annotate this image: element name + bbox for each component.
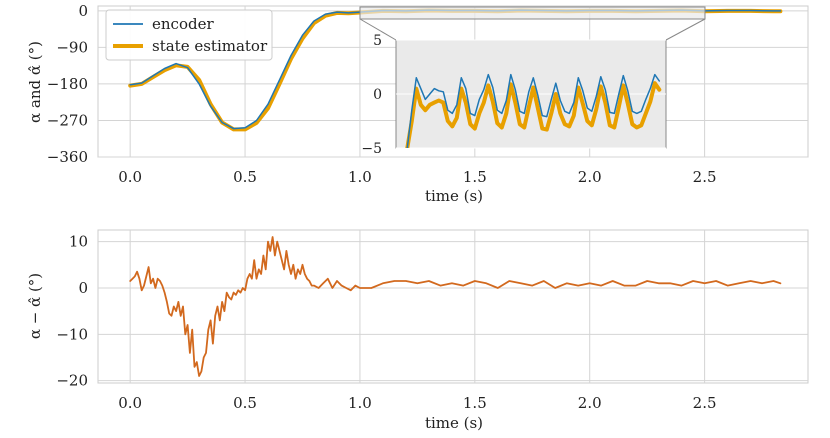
bottom-ticks: 0.0 0.5 1.0 1.5 2.0 2.5 10 0 −10 −20 [56,233,716,412]
top-ytick-label: 0 [78,2,88,20]
bottom-ytick-label: −10 [56,325,88,343]
inset-series-line [405,81,662,148]
bottom-panel: 0.0 0.5 1.0 1.5 2.0 2.5 10 0 −10 −20 time (s) α −… [26,229,809,432]
bottom-ytick-label: −20 [56,372,88,390]
bottom-xtick-label: 0.0 [118,394,142,412]
top-xtick-label: 2.5 [693,168,717,186]
top-xtick-label: 0.0 [118,168,142,186]
inset-connector-right [665,18,706,41]
top-xtick-label: 1.5 [463,168,487,186]
bottom-xtick-label: 2.0 [578,394,602,412]
top-ytick-label: −90 [56,38,88,56]
bottom-grid [98,230,808,383]
bottom-plot-frame [97,229,809,384]
top-xlabel: time (s) [425,187,483,205]
top-xtick-label: 0.5 [233,168,257,186]
inset-ytick-label: 0 [373,87,382,103]
top-ticks: 0.0 0.5 1.0 1.5 2.0 2.5 0 −90 −180 −270 −360 [47,2,717,186]
bottom-xtick-label: 1.5 [463,394,487,412]
inset-lines [405,73,662,148]
bottom-lines [129,236,782,377]
top-panel: 0.0 0.5 1.0 1.5 2.0 2.50−90−180−270−360 50−5 … [26,2,809,205]
inset-ytick-label: −5 [361,141,382,157]
bottom-series-line [129,236,782,377]
top-ytick-label: −180 [47,75,88,93]
top-xtick-label: 1.0 [348,168,372,186]
inset-indicator [359,6,706,41]
inset-ticks: 5 0 −5 [361,33,382,157]
inset-series-line [406,73,661,148]
legend-label-encoder: encoder [152,15,214,33]
inset-connector-left [359,18,397,41]
top-ytick-label: −270 [47,111,88,129]
bottom-xtick-label: 2.5 [693,394,717,412]
inset-zoom-region [359,6,706,20]
top-xtick-label: 2.0 [578,168,602,186]
bottom-ytick-label: 10 [69,233,88,251]
bottom-xtick-label: 0.5 [233,394,257,412]
legend-label-state-estimator: state estimator [152,37,268,55]
inset-ytick-label: 5 [373,33,382,49]
top-ylabel: α and α̂ (°) [26,41,44,123]
legend-box [105,9,273,61]
legend: encoder state estimator [105,9,273,61]
bottom-xlabel: time (s) [425,414,483,432]
top-ytick-label: −360 [47,148,88,166]
bottom-ylabel: α − α̂ (°) [26,273,44,339]
inset-panel: 5 0 −5 [361,33,667,157]
bottom-xtick-label: 1.0 [348,394,372,412]
bottom-ytick-label: 0 [78,279,88,297]
